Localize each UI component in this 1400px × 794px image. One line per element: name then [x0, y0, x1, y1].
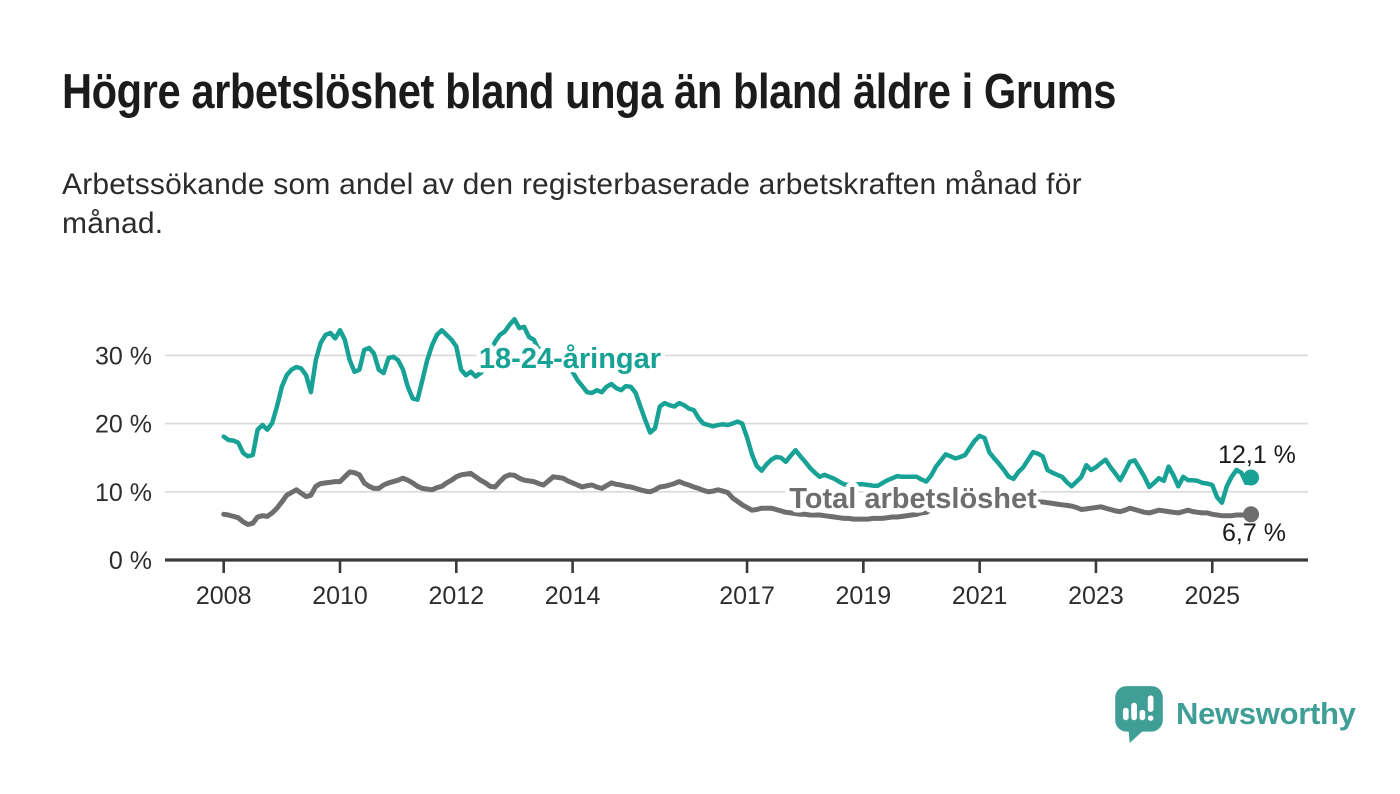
- x-tick-label: 2012: [428, 582, 484, 610]
- series-label: 18-24-åringar: [479, 343, 661, 375]
- x-tick-label: 2017: [719, 582, 775, 610]
- x-tick-label: 2025: [1184, 582, 1240, 610]
- series-end-value: 12,1 %: [1218, 441, 1296, 469]
- chart-title: Högre arbetslöshet bland unga än bland ä…: [62, 65, 1117, 119]
- chart-subtitle-line2: månad.: [62, 207, 164, 240]
- series-end-dot: [1243, 469, 1260, 486]
- y-tick-label: 30 %: [95, 342, 152, 370]
- y-tick-label: 0 %: [109, 547, 152, 575]
- newsworthy-brand: Newsworthy: [1113, 684, 1356, 744]
- chart-subtitle-line1: Arbetssökande som andel av den registerb…: [62, 168, 1082, 201]
- series-end-value: 6,7 %: [1222, 519, 1286, 547]
- x-tick-label: 2008: [196, 582, 252, 610]
- y-tick-label: 20 %: [95, 411, 152, 439]
- series-line: [221, 317, 1254, 505]
- x-tick-label: 2019: [836, 582, 892, 610]
- x-tick-label: 2021: [952, 582, 1008, 610]
- x-tick-label: 2010: [312, 582, 368, 610]
- series-label: Total arbetslöshet: [789, 483, 1037, 515]
- series-end-dot: [1243, 506, 1260, 523]
- x-tick-label: 2014: [545, 582, 601, 610]
- x-tick-label: 2023: [1068, 582, 1124, 610]
- y-tick-label: 10 %: [95, 479, 152, 507]
- series-line: [221, 469, 1254, 527]
- newsworthy-wordmark: Newsworthy: [1176, 696, 1356, 731]
- chart-subtitle: Arbetssökande som andel av den registerb…: [62, 165, 1082, 243]
- newsworthy-logo-icon: [1115, 686, 1163, 743]
